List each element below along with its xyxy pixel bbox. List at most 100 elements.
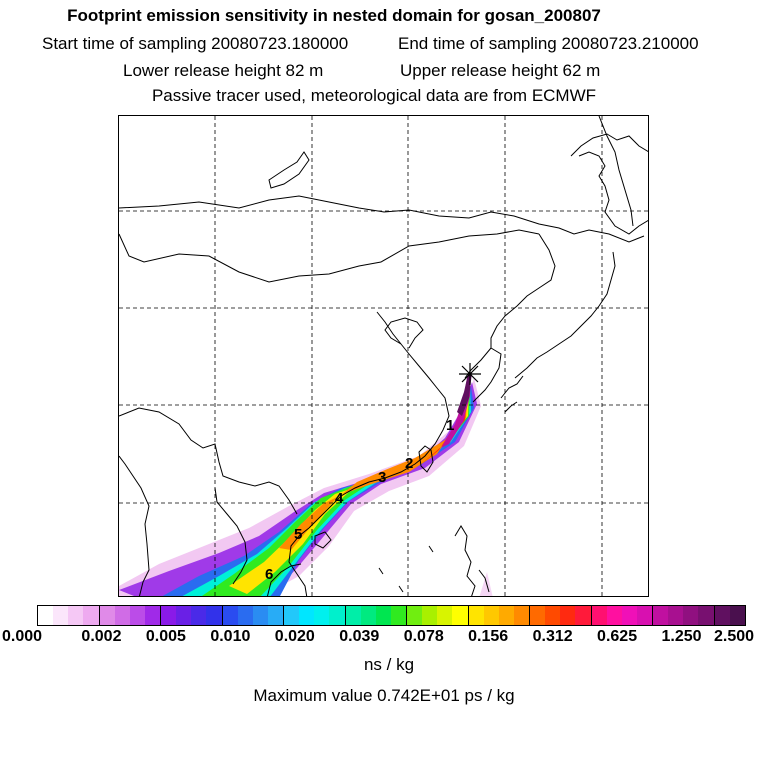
- legend-swatch: [621, 606, 637, 625]
- legend-tick-label: 0.078: [403, 628, 444, 645]
- end-time-label: End time of sampling 20080723.210000: [398, 34, 699, 53]
- legend-swatch: [437, 606, 453, 625]
- kuril-hokkaido: [570, 133, 648, 157]
- legend-swatch: [344, 606, 361, 625]
- legend-swatch: [698, 606, 714, 625]
- day-marker-2: 2: [405, 455, 413, 472]
- maximum-value-label: Maximum value 0.742E+01 ps / kg: [253, 686, 515, 705]
- legend-swatch: [144, 606, 160, 625]
- legend-tick-label: 0.156: [468, 628, 509, 645]
- legend-swatch: [545, 606, 561, 625]
- legend-swatch: [237, 606, 253, 625]
- day-marker-3: 3: [378, 469, 386, 486]
- legend-tick-label: 0.002: [81, 628, 122, 645]
- inner-mongolia-border: [119, 229, 540, 283]
- legend-swatch: [360, 606, 376, 625]
- legend-tick-label: 0.020: [274, 628, 315, 645]
- legend-tick-label: 0.000: [1, 628, 43, 645]
- taiwan: [418, 445, 434, 473]
- legend-swatch: [652, 606, 669, 625]
- day-marker-1: 1: [446, 417, 454, 434]
- lower-height-label: Lower release height 82 m: [123, 61, 324, 80]
- legend-swatch: [668, 606, 684, 625]
- mongolia-border: [119, 195, 645, 243]
- legend-swatch: [160, 606, 177, 625]
- indochina-coast: [288, 527, 310, 596]
- legend-swatch: [636, 606, 652, 625]
- legend-swatch: [452, 606, 468, 625]
- thailand-border: [214, 487, 248, 585]
- legend-swatch: [390, 606, 406, 625]
- plume-dark-core: [457, 372, 472, 416]
- china-east-coast: [308, 311, 450, 529]
- legend-swatch: [590, 606, 607, 625]
- sakhalin-coast: [578, 151, 648, 235]
- legend-swatch: [83, 606, 99, 625]
- legend-swatch: [129, 606, 145, 625]
- footprint-map: 1 2 3 4 5 6: [118, 115, 649, 597]
- philippines: [454, 525, 490, 596]
- legend-tick-label: 1.250: [661, 628, 702, 645]
- south-china-sea-islands: [378, 545, 434, 593]
- coastlines: [119, 116, 648, 596]
- plume-faint-patch: [479, 572, 493, 596]
- legend-swatch: [483, 606, 499, 625]
- legend-swatch: [729, 606, 745, 625]
- legend-tick-label: 2.500: [713, 628, 755, 645]
- legend-tick-label: 0.005: [145, 628, 186, 645]
- legend-swatch: [38, 606, 54, 625]
- baikal-lake: [268, 151, 310, 189]
- legend-swatch: [422, 606, 438, 625]
- legend-swatch: [53, 606, 69, 625]
- legend-swatch: [329, 606, 345, 625]
- hainan: [314, 531, 332, 549]
- legend-swatch: [114, 606, 130, 625]
- day-marker-5: 5: [294, 526, 302, 543]
- legend-swatch: [606, 606, 622, 625]
- plume-orange-band: [279, 388, 468, 550]
- legend-swatch: [513, 606, 529, 625]
- indochina-inner: [266, 563, 302, 596]
- legend-swatch: [713, 606, 730, 625]
- color-legend: [37, 605, 746, 626]
- day-markers: 1 2 3 4 5 6: [265, 417, 454, 583]
- legend-swatch: [176, 606, 192, 625]
- legend-tick-label: 0.625: [597, 628, 638, 645]
- upper-height-label: Upper release height 62 m: [400, 61, 601, 80]
- legend-swatch: [206, 606, 222, 625]
- legend-tick-label: 0.039: [339, 628, 380, 645]
- legend-swatch: [252, 606, 268, 625]
- map-canvas: 1 2 3 4 5 6: [119, 116, 648, 596]
- legend-swatch: [529, 606, 546, 625]
- legend-swatch: [467, 606, 484, 625]
- manchuria-border: [490, 233, 556, 348]
- legend-tick-label: 0.312: [532, 628, 573, 645]
- legend-swatch: [68, 606, 84, 625]
- legend-swatch: [267, 606, 283, 625]
- legend-swatch: [560, 606, 576, 625]
- plot-title: Footprint emission sensitivity in nested…: [67, 6, 601, 25]
- legend-swatch: [221, 606, 238, 625]
- japan-main: [514, 251, 616, 379]
- legend-swatch: [406, 606, 423, 625]
- tracer-note: Passive tracer used, meteorological data…: [151, 86, 597, 105]
- sensitivity-plume: [119, 372, 493, 596]
- day-marker-6: 6: [265, 566, 273, 583]
- legend-tick-label: 0.010: [210, 628, 251, 645]
- legend-swatch: [498, 606, 514, 625]
- legend-swatch: [375, 606, 391, 625]
- legend-swatch: [98, 606, 115, 625]
- bay-of-bengal: [119, 455, 150, 596]
- bohai-bay: [384, 317, 424, 349]
- legend-units: ns / kg: [363, 655, 415, 674]
- legend-swatch: [283, 606, 300, 625]
- legend-swatch: [575, 606, 591, 625]
- legend-swatch: [191, 606, 207, 625]
- start-time-label: Start time of sampling 20080723.180000: [42, 34, 349, 53]
- day-marker-4: 4: [335, 490, 344, 507]
- legend-swatch: [683, 606, 699, 625]
- hokkaido: [598, 116, 634, 227]
- legend-swatch: [314, 606, 330, 625]
- japan-south: [500, 375, 524, 413]
- lat-lon-grid: [119, 116, 648, 596]
